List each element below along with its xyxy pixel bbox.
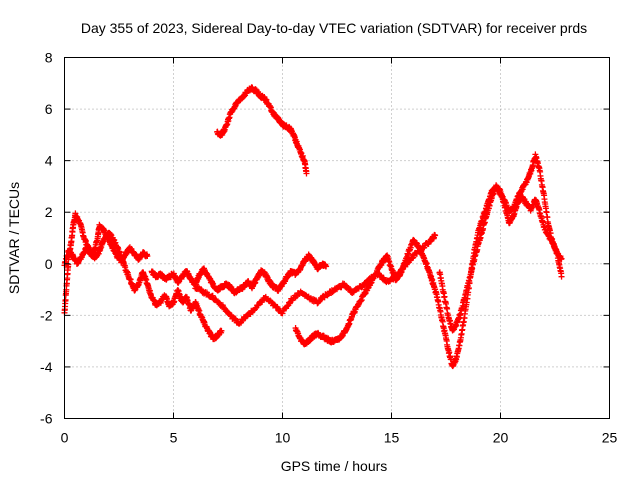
data-point — [303, 170, 310, 177]
x-axis-label: GPS time / hours — [281, 458, 388, 474]
y-tick-label: 2 — [45, 204, 53, 220]
x-tick-label: 20 — [493, 430, 509, 446]
series-track-e — [292, 151, 565, 370]
data-point — [432, 232, 439, 239]
data-point — [144, 253, 151, 260]
y-tick-label: -6 — [40, 411, 53, 427]
data-point — [410, 254, 417, 261]
data-point — [558, 273, 565, 280]
series-track-a — [61, 210, 151, 316]
tick-labels: 0 5 10 15 20 25 -6 -4 -2 0 2 4 6 8 — [40, 50, 617, 446]
x-tick-label: 25 — [602, 430, 618, 446]
y-tick-label: 0 — [45, 256, 53, 272]
data-point — [323, 263, 330, 270]
series-track-b — [61, 229, 225, 343]
data-point — [218, 327, 225, 334]
chart-title: Day 355 of 2023, Sidereal Day-to-day VTE… — [81, 20, 587, 36]
series-track-c — [148, 251, 330, 297]
axis-ticks — [64, 57, 610, 419]
x-tick-label: 0 — [61, 430, 69, 446]
data-point — [238, 319, 245, 326]
data-point — [274, 303, 281, 310]
data-point — [209, 292, 216, 299]
series-track-f — [436, 182, 565, 334]
y-tick-label: -4 — [40, 359, 53, 375]
x-tick-label: 15 — [384, 430, 400, 446]
y-tick-label: -2 — [40, 307, 53, 323]
series-track-g — [214, 84, 310, 177]
y-tick-label: 4 — [45, 153, 53, 169]
x-tick-label: 5 — [170, 430, 178, 446]
x-tick-label: 10 — [275, 430, 291, 446]
data-points — [61, 84, 565, 370]
series-track-d — [192, 231, 439, 327]
grid-lines — [64, 57, 610, 419]
data-point — [232, 315, 239, 322]
plot-frame — [64, 57, 610, 419]
y-axis-label: SDTVAR / TECUs — [6, 182, 22, 294]
y-tick-label: 6 — [45, 101, 53, 117]
y-tick-label: 8 — [45, 50, 53, 66]
